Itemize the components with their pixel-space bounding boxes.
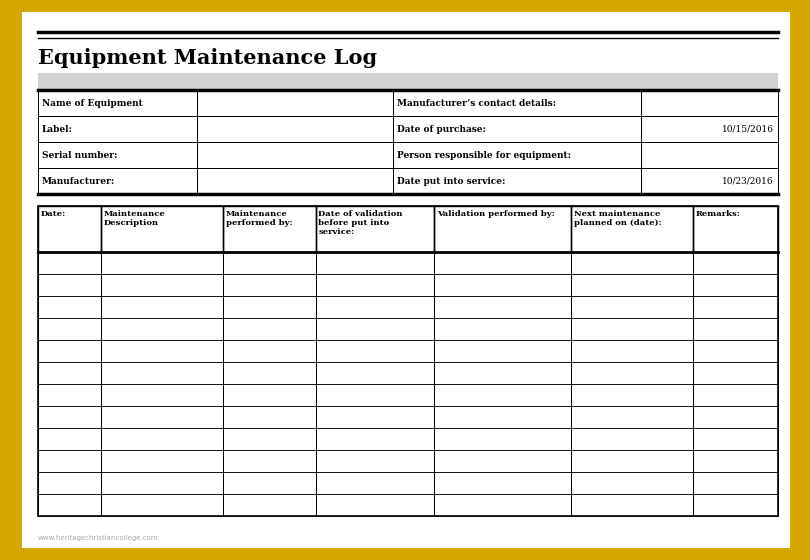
- Bar: [38, 206, 778, 516]
- Text: Date put into service:: Date put into service:: [397, 176, 505, 185]
- Text: 10/23/2016: 10/23/2016: [723, 176, 774, 185]
- Text: Maintenance
Description: Maintenance Description: [104, 210, 166, 227]
- Text: Remarks:: Remarks:: [696, 210, 741, 218]
- Text: Date of validation
before put into
service:: Date of validation before put into servi…: [318, 210, 403, 236]
- Text: Date:: Date:: [41, 210, 66, 218]
- Text: Person responsible for equipment:: Person responsible for equipment:: [397, 151, 571, 160]
- Text: Next maintenance
planned on (date):: Next maintenance planned on (date):: [573, 210, 662, 227]
- Text: Manufacturer:: Manufacturer:: [42, 176, 115, 185]
- Bar: [38, 73, 778, 90]
- Text: www.heritagechristiancollege.com: www.heritagechristiancollege.com: [38, 535, 159, 541]
- Text: 10/15/2016: 10/15/2016: [722, 124, 774, 133]
- Text: Label:: Label:: [42, 124, 73, 133]
- Text: Name of Equipment: Name of Equipment: [42, 99, 143, 108]
- Text: Manufacturer’s contact details:: Manufacturer’s contact details:: [397, 99, 556, 108]
- Text: Date of purchase:: Date of purchase:: [397, 124, 486, 133]
- Text: Equipment Maintenance Log: Equipment Maintenance Log: [38, 48, 377, 68]
- Text: Maintenance
performed by:: Maintenance performed by:: [226, 210, 292, 227]
- Text: Serial number:: Serial number:: [42, 151, 117, 160]
- Text: Validation performed by:: Validation performed by:: [437, 210, 555, 218]
